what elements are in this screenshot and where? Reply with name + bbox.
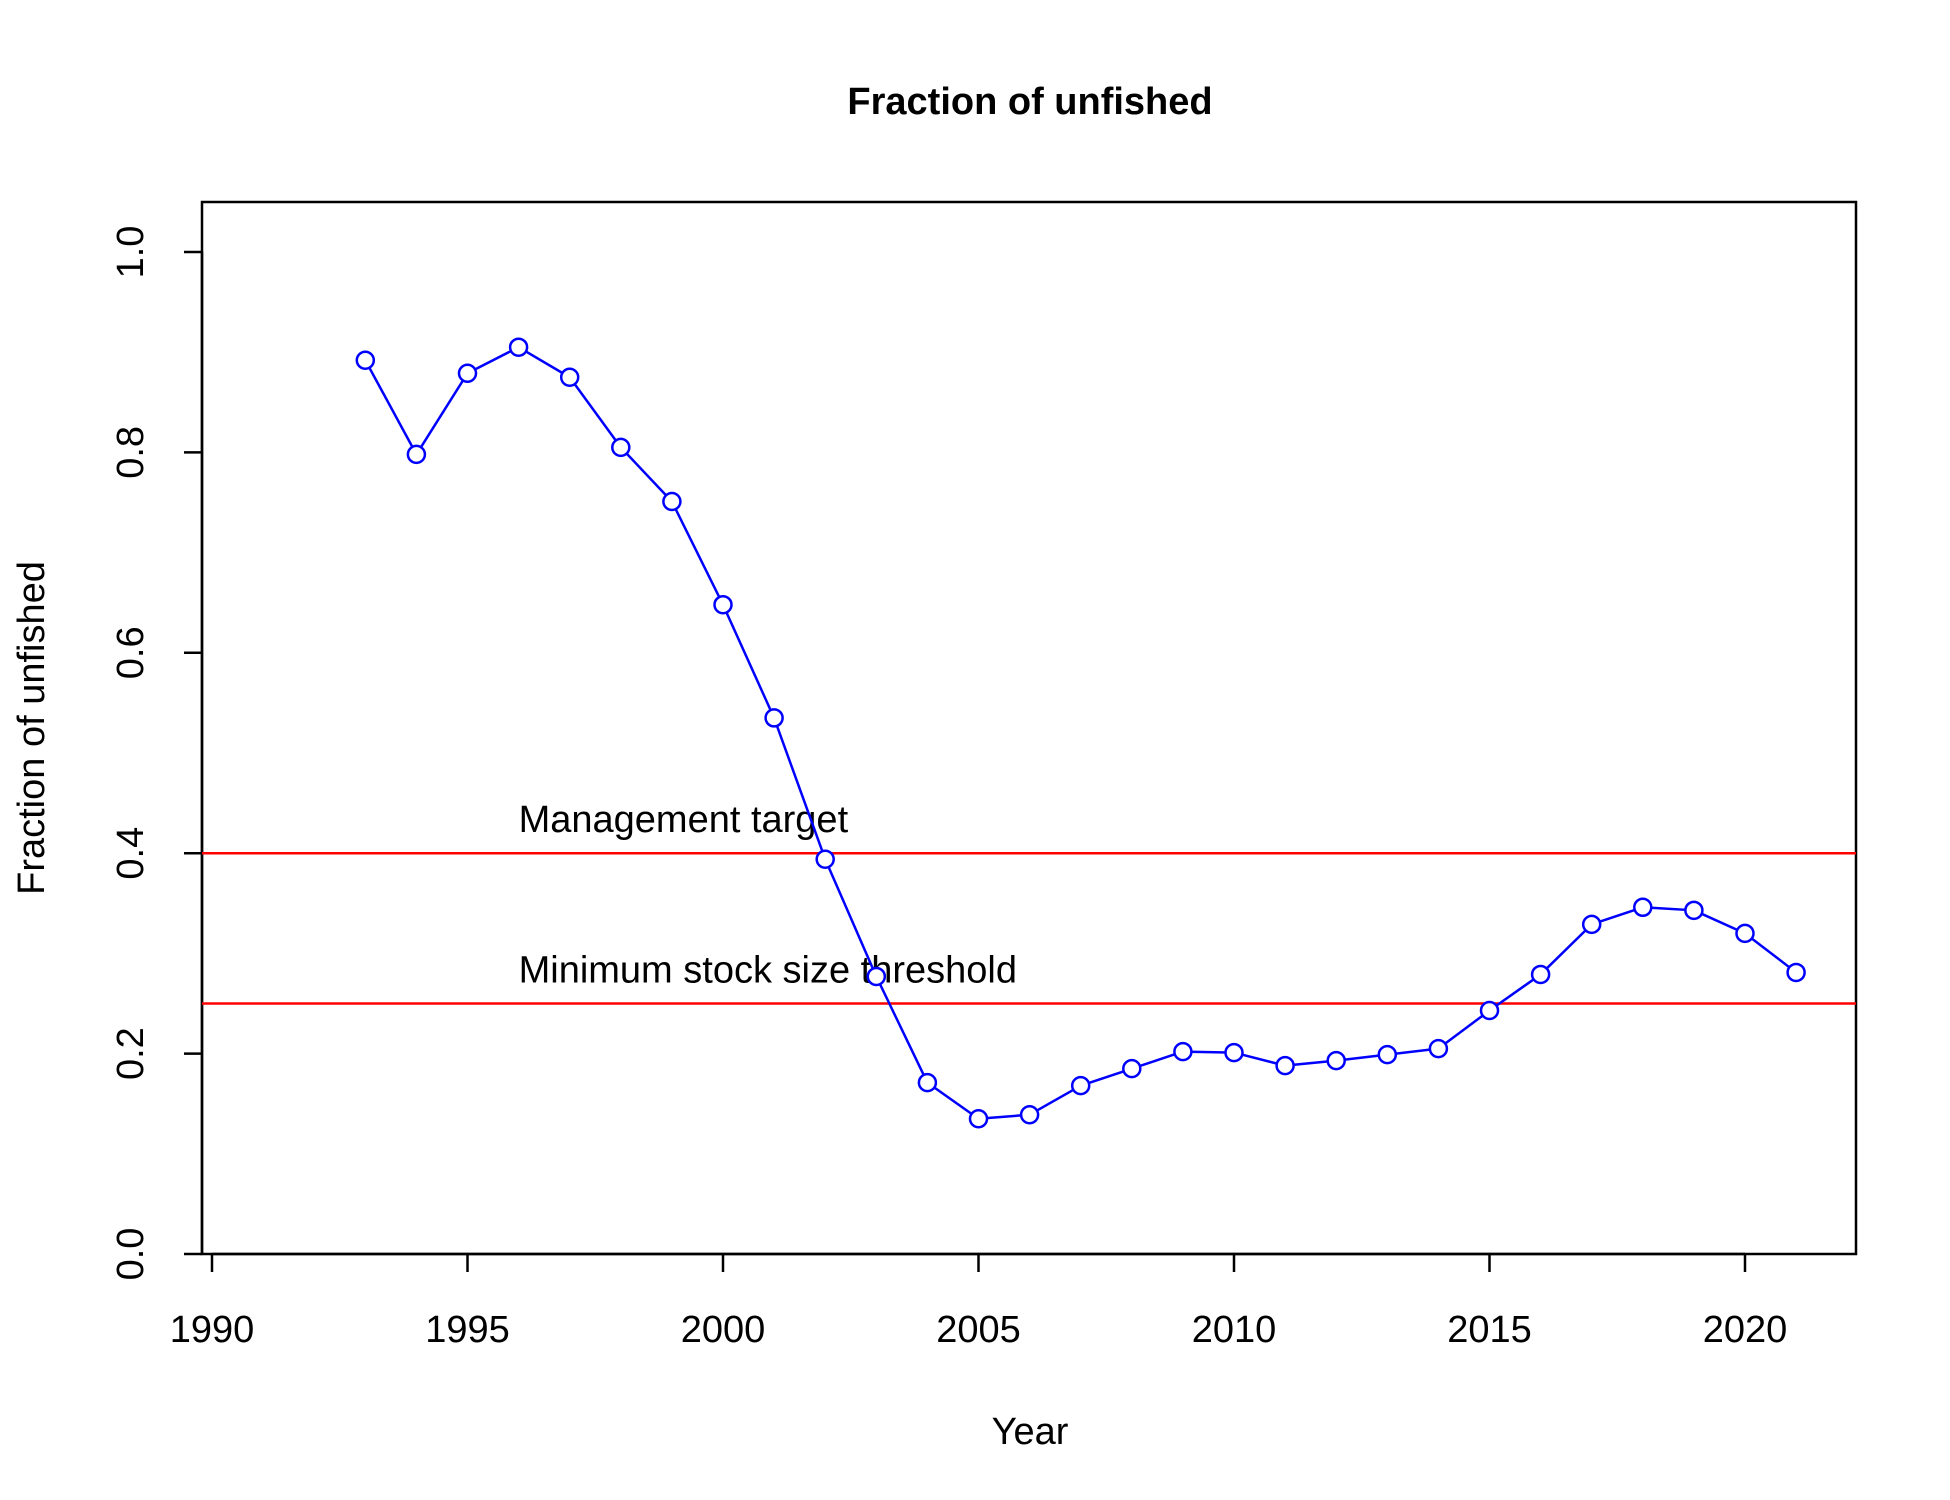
data-point [968,1108,989,1129]
data-point [406,444,427,465]
x-tick-label: 2010 [1192,1309,1277,1351]
x-tick-label: 2000 [681,1309,766,1351]
y-axis-label: Fraction of unfished [11,561,53,895]
y-tick-label: 0.2 [110,1027,152,1080]
y-tick-label: 1.0 [110,226,152,279]
data-point [1479,1000,1500,1021]
y-tick-label: 0.0 [110,1228,152,1281]
data-point [1275,1055,1295,1076]
x-tick-label: 1990 [170,1309,255,1351]
reference-line-label: Minimum stock size threshold [519,950,1017,992]
data-point [508,337,529,357]
y-tick-label: 0.4 [110,827,152,880]
y-tick-label: 0.6 [110,626,152,679]
y-tick-label: 0.8 [110,426,152,479]
series-layer [355,337,1806,1129]
y-axis: 0.0 0.2 0.4 0.6 0.8 1.0 [110,226,204,1281]
data-point [1581,914,1602,935]
data-point [662,491,682,512]
data-point [1633,897,1653,918]
data-point [1530,964,1551,985]
x-tick-label: 2005 [936,1309,1021,1351]
x-axis: 1990 1995 2000 2005 2010 2015 2020 [170,1252,1788,1351]
x-tick-label: 2015 [1447,1309,1532,1351]
reference-line-label: Management target [519,799,849,841]
data-point [1122,1058,1142,1079]
data-point [1377,1044,1398,1065]
data-point [457,363,478,383]
data-point [559,367,580,387]
data-point [355,350,376,370]
data-point [611,437,631,458]
data-point [1684,900,1704,921]
x-tick-label: 1995 [425,1309,510,1351]
data-point [917,1072,938,1093]
data-point [1019,1104,1040,1125]
data-point [866,966,887,987]
data-point [1428,1038,1449,1059]
x-axis-label: Year [992,1411,1069,1453]
plot-area-frame [200,200,1858,1256]
data-point [1224,1042,1244,1063]
data-point [764,708,784,728]
data-point [1735,923,1755,944]
data-point [1173,1041,1193,1062]
data-point [1070,1075,1091,1096]
data-point [1326,1050,1346,1071]
x-tick-label: 2020 [1703,1309,1788,1351]
data-point [713,594,733,615]
reference-lines: Management target Minimum stock size thre… [202,799,1856,1005]
data-point [815,849,835,869]
data-point [1786,962,1806,983]
chart-title: Fraction of unfished [847,81,1212,123]
